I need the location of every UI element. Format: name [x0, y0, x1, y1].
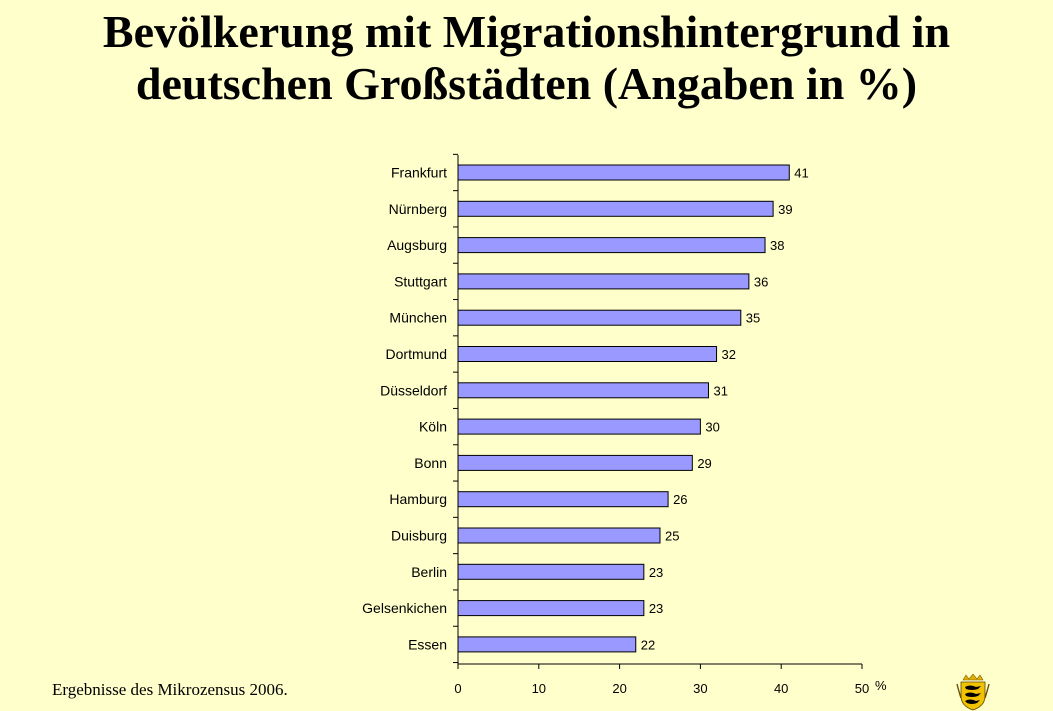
source-note: Ergebnisse des Mikrozensus 2006. — [52, 680, 288, 699]
bar — [457, 527, 661, 544]
bar — [457, 418, 701, 435]
category-label: Gelsenkichen — [362, 600, 447, 616]
data-label: 29 — [697, 456, 711, 471]
bar — [457, 237, 766, 254]
bar — [457, 563, 645, 580]
bar — [457, 491, 669, 508]
x-tick-label: 40 — [774, 681, 788, 696]
category-label: München — [389, 310, 447, 326]
x-tick-label: 20 — [612, 681, 626, 696]
bar — [457, 309, 742, 326]
bar — [457, 454, 693, 471]
category-label: Essen — [408, 636, 447, 652]
category-label: Nürnberg — [389, 201, 447, 217]
category-label: Bonn — [414, 455, 447, 471]
data-label: 32 — [722, 347, 736, 362]
data-label: 23 — [649, 601, 663, 616]
data-label: 26 — [673, 492, 687, 507]
title-line-2: deutschen Großstädten (Angaben in %) — [135, 58, 918, 109]
bar — [457, 636, 637, 653]
x-tick-label: 0 — [454, 681, 461, 696]
category-label: Stuttgart — [394, 273, 447, 289]
bar — [457, 273, 750, 290]
data-label: 39 — [778, 202, 792, 217]
data-label: 38 — [770, 238, 784, 253]
bar — [457, 200, 774, 217]
data-label: 22 — [641, 637, 655, 652]
data-label: 41 — [794, 166, 808, 181]
x-axis-unit-label: % — [875, 678, 887, 693]
baden-wuerttemberg-coat-of-arms-icon — [956, 674, 990, 711]
x-tick-label: 50 — [855, 681, 869, 696]
category-label: Frankfurt — [391, 165, 447, 181]
category-label: Augsburg — [387, 237, 447, 253]
title-line-1: Bevölkerung mit Migrationshintergrund in — [102, 6, 951, 57]
data-label: 35 — [746, 311, 760, 326]
bar — [457, 164, 790, 181]
category-label: Köln — [419, 419, 447, 435]
x-tick-label: 30 — [693, 681, 707, 696]
bar — [457, 600, 645, 617]
bar — [457, 346, 718, 362]
category-label: Hamburg — [389, 491, 447, 507]
category-label: Berlin — [411, 564, 447, 580]
x-tick-label: 10 — [532, 681, 546, 696]
data-label: 36 — [754, 274, 768, 289]
category-label: Düsseldorf — [380, 382, 447, 398]
data-label: 30 — [705, 420, 719, 435]
slide-title: Bevölkerung mit Migrationshintergrund in… — [0, 6, 1053, 110]
bar — [457, 382, 709, 399]
data-label: 25 — [665, 529, 679, 544]
category-label: Duisburg — [391, 528, 447, 544]
data-label: 23 — [649, 565, 663, 580]
category-label: Dortmund — [386, 346, 447, 362]
data-label: 31 — [713, 383, 727, 398]
